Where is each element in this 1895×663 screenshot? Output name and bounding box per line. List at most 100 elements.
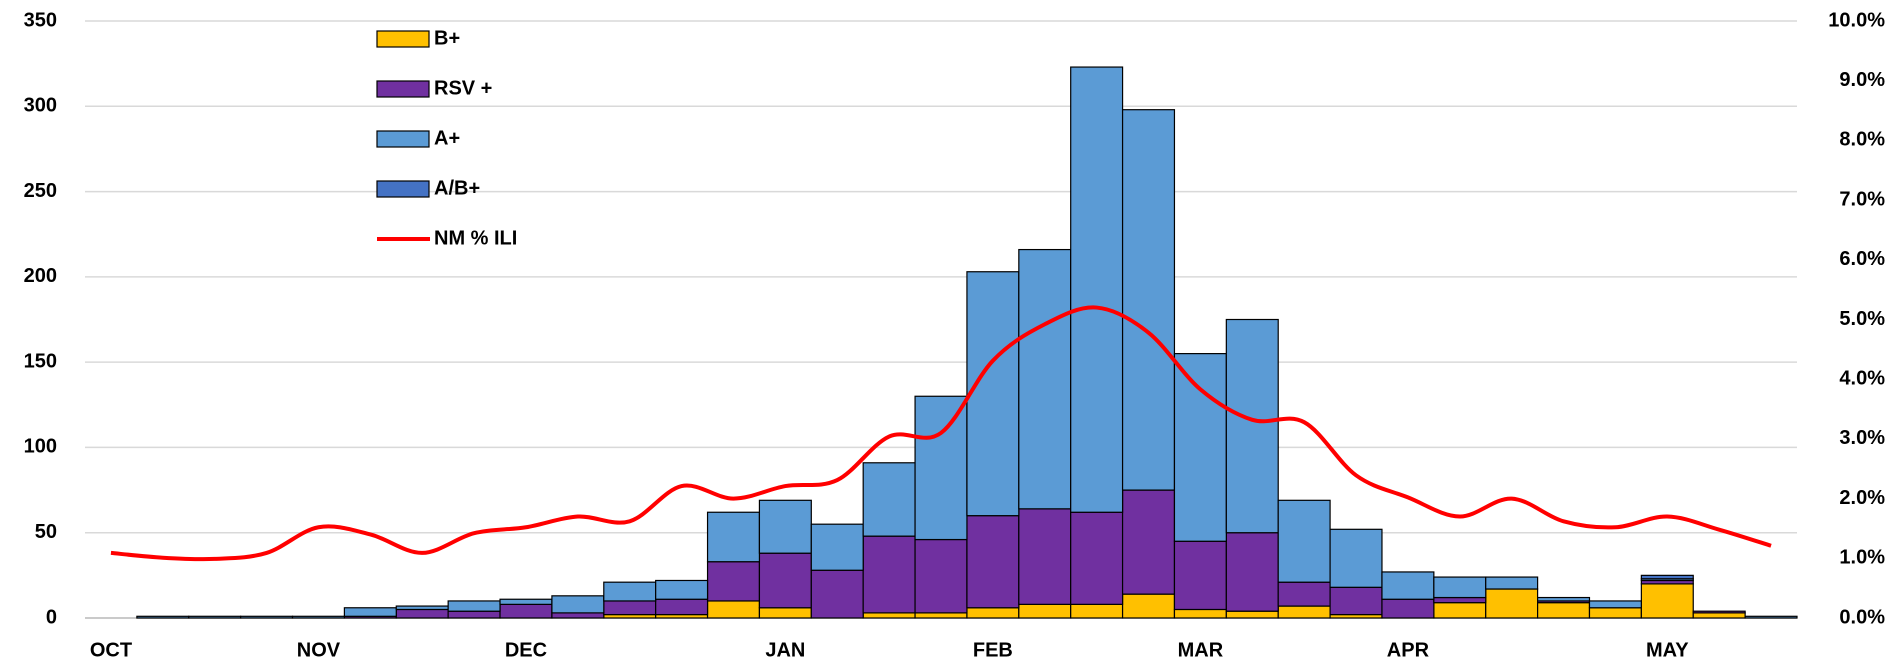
y2-tick-label: 5.0% — [1839, 308, 1885, 330]
bar-segment — [655, 579, 709, 600]
bar-segment — [1070, 511, 1124, 605]
bar-segment — [758, 499, 812, 554]
y2-tick-label: 4.0% — [1839, 367, 1885, 389]
y-tick-label: 300 — [24, 95, 57, 117]
bar-segment — [810, 569, 864, 619]
x-tick-label: JAN — [765, 639, 805, 661]
bar-segment — [1018, 603, 1072, 619]
bar-segment — [1225, 532, 1279, 612]
bar-segment — [966, 607, 1020, 619]
bar-segment — [1277, 605, 1331, 619]
bar-segment — [655, 598, 709, 616]
x-tick-label: FEB — [973, 639, 1013, 661]
legend-swatch — [376, 30, 430, 48]
bar-segment — [1433, 596, 1487, 604]
legend-label: RSV + — [434, 77, 492, 99]
bar-segment — [1433, 602, 1487, 619]
bar-segment — [966, 515, 1020, 609]
bar-segment — [395, 605, 449, 611]
bar-segment — [1588, 600, 1642, 609]
bar-segment — [136, 615, 190, 619]
bar-segment — [1329, 586, 1383, 616]
bar-segment — [551, 612, 605, 619]
bar-segment — [499, 598, 553, 605]
y-tick-label: 0 — [46, 606, 57, 628]
bar-segment — [1381, 571, 1435, 600]
bar-segment — [551, 595, 605, 614]
bar-segment — [1277, 581, 1331, 607]
x-tick-label: MAY — [1646, 639, 1689, 661]
y-tick-label: 200 — [24, 265, 57, 287]
bar-segment — [914, 612, 968, 619]
bar-segment — [1225, 318, 1279, 534]
bar-segment — [188, 615, 242, 619]
bar-segment — [1485, 576, 1539, 590]
y2-tick-label: 3.0% — [1839, 427, 1885, 449]
bar-segment — [1433, 576, 1487, 599]
y2-tick-label: 0.0% — [1839, 606, 1885, 628]
bar-segment — [1640, 583, 1694, 619]
y-tick-label: 250 — [24, 180, 57, 202]
bar-segment — [1018, 508, 1072, 605]
bar-segment — [1225, 610, 1279, 619]
bar-segment — [1692, 610, 1746, 614]
x-tick-label: MAR — [1178, 639, 1224, 661]
bar-segment — [862, 535, 916, 614]
bar-segment — [1744, 615, 1798, 619]
y2-tick-label: 2.0% — [1839, 487, 1885, 509]
bar-segment — [1173, 540, 1227, 611]
bar-segment — [706, 561, 761, 602]
x-tick-label: DEC — [505, 639, 547, 661]
line — [110, 305, 1772, 562]
bar-segment — [1121, 593, 1176, 619]
bar-segment — [758, 552, 812, 609]
bar-segment — [914, 395, 968, 541]
x-tick-label: OCT — [90, 639, 132, 661]
bar-segment — [1070, 66, 1124, 513]
legend-label: A+ — [434, 127, 460, 149]
legend-label: NM % ILI — [434, 227, 517, 249]
x-tick-label: NOV — [297, 639, 341, 661]
bar-segment — [1070, 603, 1124, 619]
bar-segment — [706, 600, 761, 619]
bar-segment — [1537, 602, 1591, 619]
bar-segment — [1588, 607, 1642, 619]
y2-tick-label: 1.0% — [1839, 547, 1885, 569]
bar-segment — [499, 603, 553, 619]
y-tick-label: 150 — [24, 350, 57, 372]
bar-segment — [758, 607, 812, 619]
bar-segment — [1692, 612, 1746, 619]
y-tick-label: 50 — [35, 521, 57, 543]
bar-segment — [1329, 528, 1383, 588]
bar-segment — [1121, 109, 1176, 491]
legend-label: A/B+ — [434, 177, 480, 199]
bar-segment — [1640, 574, 1694, 580]
bar-segment — [240, 615, 294, 619]
bar-segment — [1381, 598, 1435, 619]
bar-segment — [1121, 489, 1176, 595]
bar-segment — [1485, 588, 1539, 619]
bar-segment — [914, 538, 968, 614]
bar-segment — [447, 600, 501, 612]
bar-segment — [603, 600, 657, 616]
y2-tick-label: 9.0% — [1839, 69, 1885, 91]
x-tick-label: APR — [1387, 639, 1430, 661]
bar-segment — [1173, 353, 1227, 542]
y-tick-label: 350 — [24, 9, 57, 31]
bar-segment — [862, 462, 916, 537]
bar-segment — [291, 615, 345, 619]
bar-segment — [395, 608, 449, 619]
y2-tick-label: 10.0% — [1828, 9, 1885, 31]
bar-segment — [1277, 499, 1331, 583]
bar-segment — [706, 511, 761, 563]
y-tick-label: 100 — [24, 436, 57, 458]
legend-swatch — [376, 80, 430, 98]
y2-tick-label: 7.0% — [1839, 188, 1885, 210]
bar-segment — [862, 612, 916, 619]
bar-segment — [1173, 608, 1227, 619]
bar-segment — [966, 271, 1020, 517]
bar-segment — [1537, 596, 1591, 602]
legend-label: B+ — [434, 27, 460, 49]
legend-swatch — [376, 180, 430, 198]
bar-segment — [810, 523, 864, 571]
